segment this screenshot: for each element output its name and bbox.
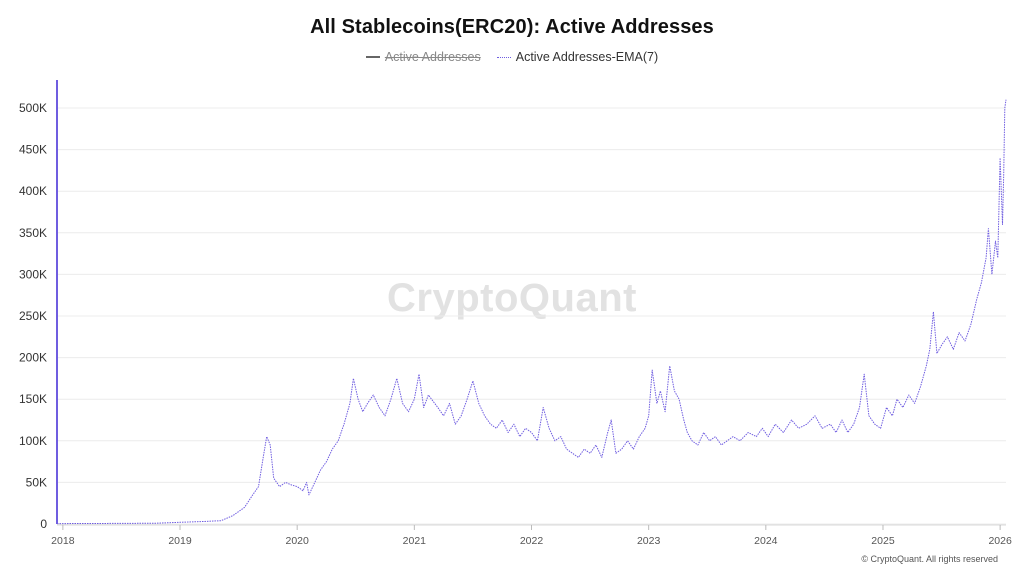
copyright-footer: © CryptoQuant. All rights reserved <box>861 554 998 564</box>
x-tick-label: 2020 <box>285 535 309 547</box>
series-line-ema7[interactable] <box>56 99 1007 525</box>
legend-label: Active Addresses <box>384 50 481 64</box>
y-tick-label: 50K <box>26 475 47 489</box>
y-tick-label: 200K <box>19 351 47 365</box>
y-axis-ticks: 0 50K 100K 150K 200K 250K 300K 350K 400K 450K 500K <box>19 101 47 531</box>
x-tick-label: 2023 <box>637 535 661 547</box>
legend-item-active-addresses-ema[interactable]: Active Addresses-EMA(7) <box>496 50 659 64</box>
y-tick-label: 250K <box>19 309 47 323</box>
legend-item-active-addresses[interactable]: Active Addresses <box>365 50 481 64</box>
grid-lines <box>57 107 1006 526</box>
x-tick-label: 2021 <box>403 535 427 547</box>
y-tick-label: 500K <box>19 101 47 115</box>
chart-title: All Stablecoins(ERC20): Active Addresses <box>310 16 714 38</box>
x-tick-label: 2025 <box>871 535 895 547</box>
legend-swatch-dotted-icon <box>496 56 511 58</box>
chart-legend: Active Addresses Active Addresses-EMA(7) <box>0 50 1024 64</box>
y-tick-label: 400K <box>19 184 47 198</box>
x-tick-label: 2024 <box>754 535 778 547</box>
x-tick-label: 2022 <box>520 535 544 547</box>
x-tick-label: 2018 <box>51 535 75 547</box>
y-tick-label: 150K <box>19 392 47 406</box>
x-tick-label: 2026 <box>988 535 1012 547</box>
y-tick-label: 450K <box>19 143 47 157</box>
x-tick-label: 2019 <box>168 535 192 547</box>
legend-label: Active Addresses-EMA(7) <box>515 50 659 64</box>
y-tick-label: 350K <box>19 226 47 240</box>
x-axis-ticks: 2018 2019 2020 2021 2022 2023 2024 2025 2026 <box>51 525 1012 547</box>
y-tick-label: 0 <box>40 517 47 531</box>
legend-swatch-solid-icon <box>365 56 380 58</box>
y-tick-label: 300K <box>19 267 47 281</box>
y-tick-label: 100K <box>19 434 47 448</box>
series-group <box>56 99 1007 525</box>
watermark: CryptoQuant <box>387 276 637 320</box>
